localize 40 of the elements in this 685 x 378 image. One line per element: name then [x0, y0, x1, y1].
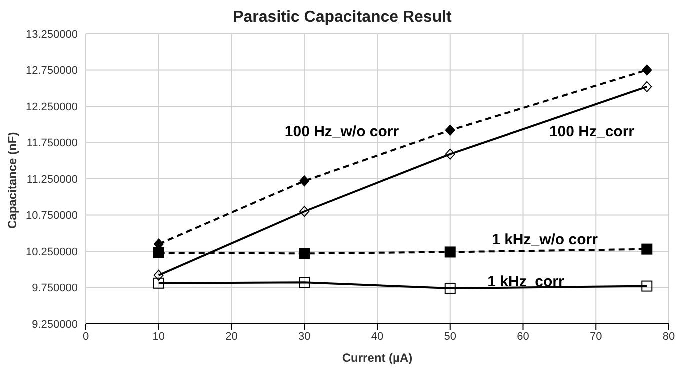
- x-tick-label: 50: [444, 330, 456, 343]
- series-label: 100 Hz_w/o corr: [284, 124, 400, 140]
- point: [445, 148, 456, 160]
- point: [444, 246, 456, 258]
- point: [445, 124, 456, 136]
- point: [642, 64, 652, 76]
- point: [300, 176, 310, 187]
- point: [642, 81, 652, 92]
- x-tick-label: 70: [590, 330, 602, 343]
- point: [299, 248, 310, 260]
- x-axis-title: Current (µA): [342, 351, 413, 365]
- x-tick-label: 40: [371, 330, 384, 343]
- y-tick-label: 11.750000: [26, 138, 78, 150]
- x-tick-label: 80: [662, 330, 676, 343]
- point: [444, 282, 456, 294]
- x-tick-label: 0: [82, 330, 90, 343]
- x-tick-label: 30: [298, 330, 311, 343]
- point: [153, 278, 164, 289]
- series-label: 100 Hz_corr: [549, 124, 635, 140]
- y-tick-label: 9.750000: [32, 282, 78, 295]
- y-tick-label: 12.750000: [26, 65, 78, 78]
- y-tick-label: 10.750000: [26, 210, 78, 222]
- series-label: 1 kHz_corr: [488, 274, 564, 290]
- point: [642, 244, 653, 255]
- y-tick-label: 10.250000: [26, 246, 78, 258]
- series-label: 1 kHz_w/o corr: [492, 232, 598, 248]
- y-tick-label: 13.250000: [26, 28, 78, 41]
- chart-title: Parasitic Capacitance Result: [232, 8, 453, 28]
- point: [153, 247, 164, 258]
- y-tick-label: 11.250000: [26, 174, 78, 186]
- point: [300, 206, 310, 218]
- y-axis-title: Capacitance (nF): [5, 132, 20, 229]
- point: [154, 270, 164, 281]
- point: [642, 280, 653, 292]
- y-tick-label: 12.250000: [26, 101, 78, 114]
- x-tick-label: 20: [226, 330, 238, 343]
- x-tick-label: 10: [152, 330, 165, 343]
- point: [299, 277, 310, 288]
- x-tick-label: 60: [517, 330, 530, 343]
- y-tick-label: 9.250000: [32, 318, 78, 331]
